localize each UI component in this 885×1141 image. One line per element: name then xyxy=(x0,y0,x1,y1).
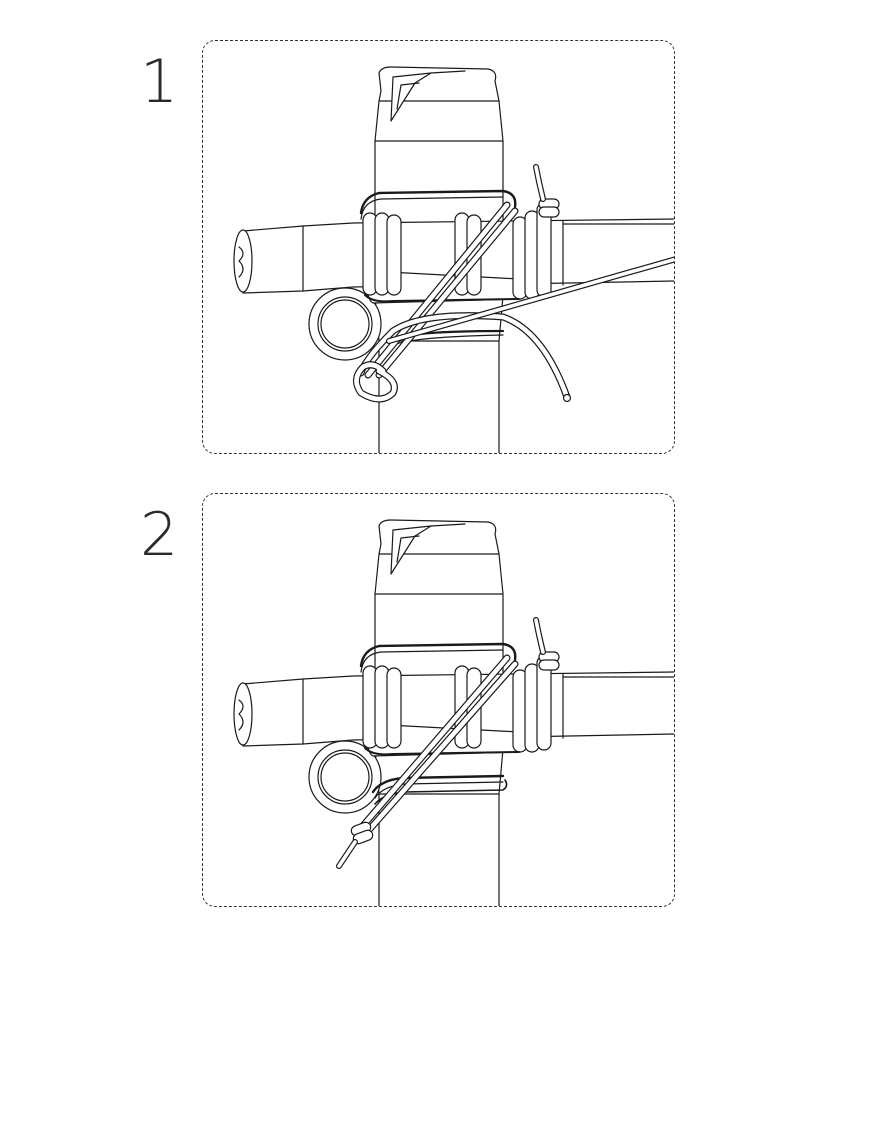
step-1-illustration xyxy=(233,66,674,453)
step-2-panel xyxy=(202,493,675,907)
rear-bar-end xyxy=(308,287,382,361)
step-2-illustration xyxy=(233,519,674,906)
step-number-2: 2 xyxy=(140,500,179,570)
running-end xyxy=(357,256,674,403)
wrap-turns xyxy=(359,189,552,304)
diagonal-strands xyxy=(364,201,519,379)
start-knot xyxy=(533,164,560,218)
step-number-1: 1 xyxy=(140,47,179,117)
rear-bar-end xyxy=(308,740,382,814)
finishing-knot xyxy=(336,821,374,869)
diagonal-strands xyxy=(357,654,519,834)
start-knot xyxy=(533,617,560,671)
step-1-panel xyxy=(202,40,675,454)
bottom-loop xyxy=(353,361,398,403)
